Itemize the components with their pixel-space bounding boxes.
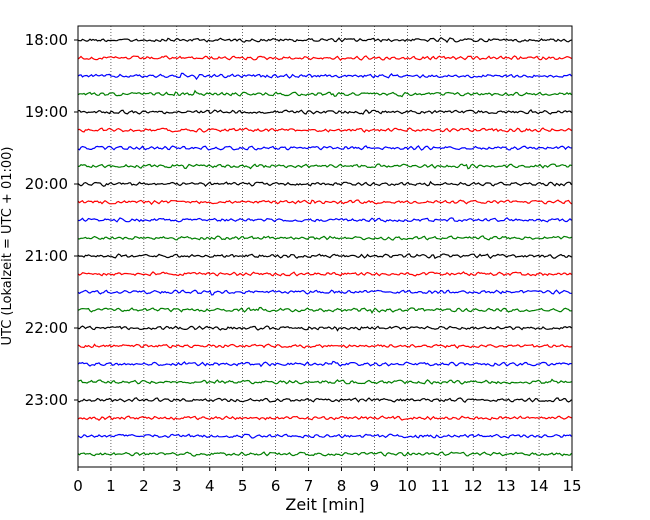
x-tick-label: 6 [271,477,281,495]
seismic-trace [77,397,572,404]
seismic-trace [77,199,572,206]
seismic-trace [77,325,572,332]
x-tick-label: 9 [370,477,380,495]
y-tick-label: 21:00 [25,247,68,265]
seismic-trace [77,433,572,439]
x-tick-label: 3 [172,477,182,495]
x-tick-label: 7 [304,477,314,495]
plot-background [78,26,572,467]
x-tick-label: 11 [431,477,450,495]
seismic-trace [77,180,573,188]
x-axis-label: Zeit [min] [285,495,364,514]
seismic-trace [77,163,572,170]
y-tick-label: 22:00 [25,319,68,337]
x-tick-label: 10 [398,477,417,495]
seismic-trace [77,145,572,151]
x-tick-label: 12 [464,477,483,495]
seismic-trace [77,89,572,98]
y-tick-label: 23:00 [25,391,68,409]
seismic-trace [77,108,572,115]
y-tick-label: 20:00 [25,175,68,193]
seismic-trace [77,415,572,421]
seismic-trace [78,235,572,241]
seismic-trace [77,451,572,457]
x-tick-label: 8 [337,477,347,495]
y-tick-label: 18:00 [25,31,68,49]
x-tick-label: 14 [530,477,549,495]
x-tick-label: 0 [73,477,83,495]
seismic-trace [77,360,572,368]
seismic-trace [77,127,572,133]
seismic-trace [77,271,572,277]
x-tick-label: 1 [106,477,116,495]
seismic-trace [77,378,572,385]
plot-frame [77,25,573,468]
seismic-trace [77,72,572,81]
seismic-trace [78,217,572,223]
seismic-traces [77,36,573,457]
seismic-trace [77,253,572,260]
x-tick-label: 13 [497,477,516,495]
y-axis-label: UTC (Lokalzeit = UTC + 01:00) [0,147,15,346]
x-tick-label: 5 [238,477,248,495]
x-tick-label: 15 [562,477,581,495]
seismic-trace [77,343,572,349]
x-axis: 0 1 2 3 4 5 6 7 8 9 10 11 12 13 14 15 [73,467,582,495]
x-tick-label: 4 [205,477,215,495]
seismic-trace [77,55,572,61]
y-axis: 18:00 19:00 20:00 21:00 22:00 23:00 [25,31,78,409]
y-tick-label: 19:00 [25,103,68,121]
seismic-trace [77,306,572,315]
seismic-trace [77,289,572,296]
x-tick-label: 2 [139,477,149,495]
seismic-trace [77,36,572,44]
